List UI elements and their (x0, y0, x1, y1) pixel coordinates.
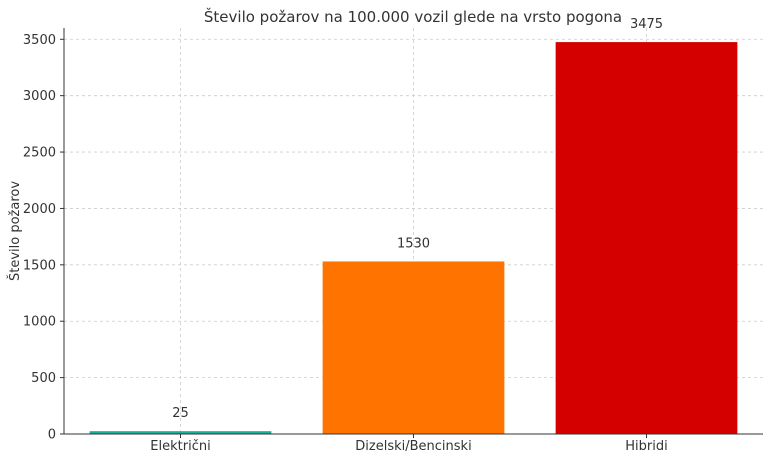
data-label: 1530 (397, 236, 430, 251)
y-tick-label: 1000 (23, 315, 56, 330)
x-tick-label: Dizelski/Bencinski (355, 439, 471, 454)
bar-hibridi (555, 42, 738, 434)
x-tick-label: Električni (150, 439, 210, 454)
y-tick-label: 3000 (23, 89, 56, 104)
bar-dizelski-bencinski (322, 261, 505, 434)
y-tick-label: 2500 (23, 146, 56, 161)
data-label: 3475 (630, 17, 663, 32)
data-label: 25 (172, 406, 189, 421)
chart-title: Število požarov na 100.000 vozil glede n… (204, 7, 622, 26)
y-tick-label: 3500 (23, 33, 56, 48)
x-tick-label: Hibridi (625, 439, 667, 454)
bar-elektri-ni (89, 431, 272, 434)
tick-labels: 0 500 1000 1500 2000 2500 3000 3500 Električni Di… (23, 33, 668, 454)
y-tick-label: 0 (48, 428, 56, 443)
bars (89, 42, 738, 434)
y-axis-label: Število požarov (7, 181, 23, 281)
data-labels: 25 1530 3475 (172, 17, 663, 421)
axes (60, 28, 763, 438)
y-tick-label: 500 (31, 371, 56, 386)
y-tick-label: 1500 (23, 258, 56, 273)
y-tick-label: 2000 (23, 202, 56, 217)
